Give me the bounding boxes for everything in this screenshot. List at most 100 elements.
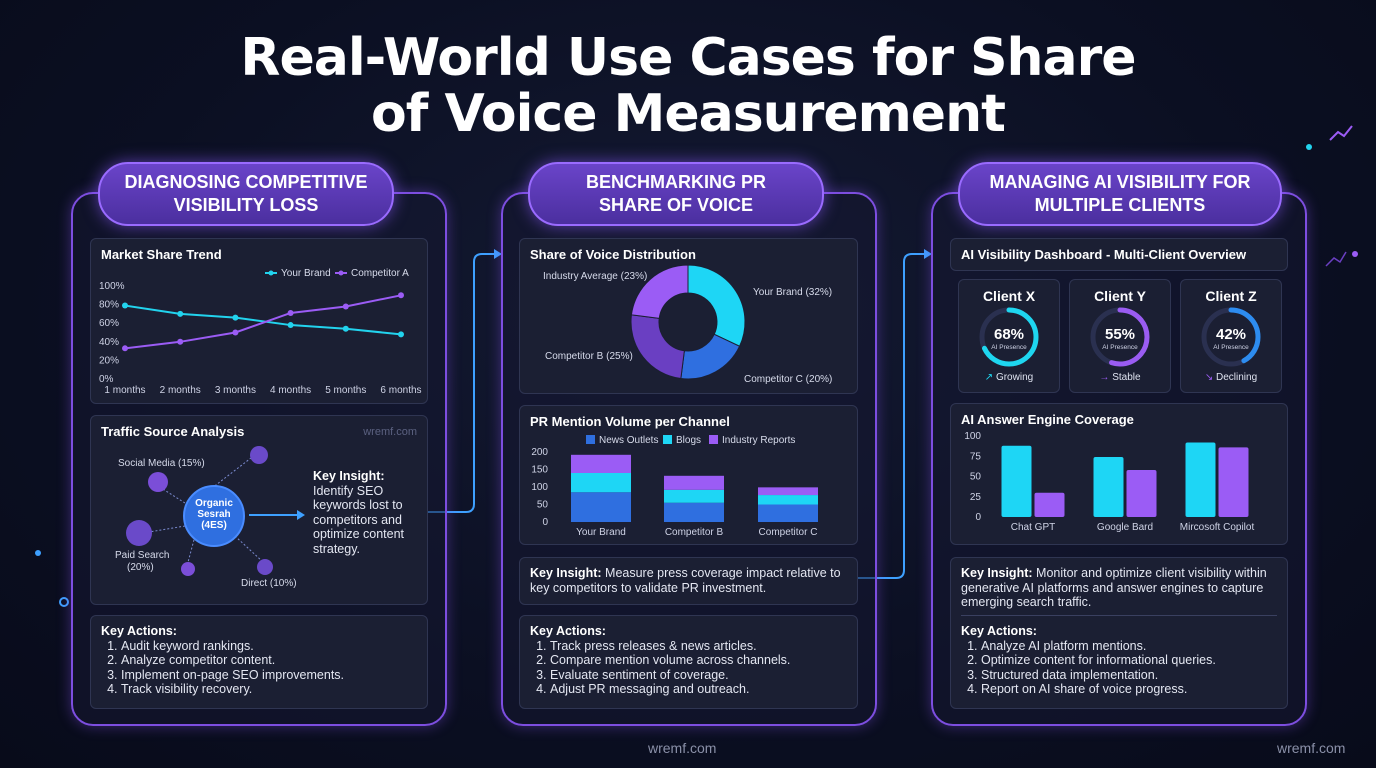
bar-segment	[571, 473, 631, 493]
sov-donut-chart: Industry Average (23%) Your Brand (32%) …	[543, 264, 832, 385]
header-managing-ai: MANAGING AI VISIBILITY FOR MULTIPLE CLIE…	[958, 162, 1282, 226]
bar-segment	[664, 502, 724, 522]
decor-dot-left	[35, 550, 41, 556]
client-y-gauge: 55% AI Presence	[1090, 307, 1150, 367]
node-direct	[257, 559, 273, 575]
action-item: Report on AI share of voice progress.	[981, 682, 1216, 697]
paid-search-label-1: Paid Search	[115, 550, 169, 561]
action-item: Compare mention volume across channels.	[550, 653, 790, 668]
x-tick-label: 3 months	[215, 385, 256, 396]
traffic-insight: Key Insight: Identify SEO keywords lost …	[313, 469, 421, 556]
donut-slices	[630, 264, 746, 380]
client-x-gauge-arc	[979, 307, 1039, 367]
traffic-insight-text: Identify SEO keywords lost to competitor…	[313, 483, 405, 556]
traffic-panel: Traffic Source Analysis wremf.com Organi…	[90, 415, 428, 605]
data-point	[122, 302, 128, 309]
action-item: Analyze competitor content.	[121, 653, 344, 668]
bar-segment	[664, 489, 724, 503]
title-line-1: Real-World Use Cases for Share	[240, 28, 1136, 88]
header-diagnosing: DIAGNOSING COMPETITIVE VISIBILITY LOSS	[98, 162, 394, 226]
bar-segment	[758, 487, 818, 496]
bar	[1093, 457, 1124, 517]
client-y-name: Client Y	[1094, 288, 1146, 304]
legend-news-outlets: News Outlets	[599, 435, 658, 446]
pr-volume-panel: PR Mention Volume per Channel News Outle…	[519, 405, 858, 545]
data-point	[342, 303, 349, 310]
connector-1-to-2	[426, 253, 496, 513]
donut-slice	[630, 264, 689, 319]
pr-volume-y-ticks: 200 150 100 50 0	[531, 447, 548, 528]
legend-blogs: Blogs	[676, 435, 701, 446]
bar	[1126, 470, 1157, 517]
client-z-percent: 42%	[1216, 326, 1246, 343]
coverage-y-ticks: 100 75 50 25 0	[964, 431, 981, 523]
connector-arrow-1	[494, 249, 502, 259]
decor-dot-left-2	[59, 597, 69, 607]
actions-panel-2: Key Actions: Track press releases & news…	[519, 615, 858, 709]
donut-label-industry-average: Industry Average (23%)	[543, 271, 647, 282]
client-card-z: Client Z 42% AI Presence ↘ Declining	[1180, 279, 1282, 393]
header-benchmarking: BENCHMARKING PR SHARE OF VOICE	[528, 162, 824, 226]
client-card-x: Client X 68% AI Presence ↗ Growing	[958, 279, 1060, 393]
pr-volume-title: PR Mention Volume per Channel	[530, 414, 730, 429]
y-tick-label: 25	[970, 492, 982, 503]
header-managing-ai-line-2: MULTIPLE CLIENTS	[1034, 195, 1206, 215]
footer-watermark-center: wremf.com	[648, 740, 717, 756]
x-tick-label: Competitor B	[665, 527, 724, 538]
pr-volume-chart: News Outlets Blogs Industry Reports 200 1…	[531, 435, 818, 538]
header-benchmarking-line-1: BENCHMARKING PR	[586, 172, 766, 192]
node-small	[181, 562, 195, 576]
decor-chart-icon	[1329, 125, 1353, 141]
market-share-series	[122, 292, 404, 352]
client-x-percent: 68%	[994, 326, 1024, 343]
traffic-watermark: wremf.com	[363, 426, 417, 438]
action-item: Implement on-page SEO improvements.	[121, 668, 344, 683]
insight-divider	[961, 615, 1277, 616]
client-z-sublabel: AI Presence	[1213, 344, 1249, 351]
title-line-2: of Voice Measurement	[371, 84, 1006, 144]
market-share-title: Market Share Trend	[101, 247, 222, 262]
insight-3-text: Monitor and optimize client visibility w…	[961, 566, 1267, 609]
bar-segment	[758, 495, 818, 505]
donut-label-your-brand: Your Brand (32%)	[753, 287, 832, 298]
donut-label-competitor-c: Competitor C (20%)	[744, 374, 832, 385]
pr-volume-bars: Your Brand Competitor B Competitor C	[571, 454, 818, 538]
client-x-gauge: 68% AI Presence	[979, 307, 1039, 367]
action-item: Optimize content for informational queri…	[981, 653, 1216, 668]
client-z-gauge: 42% AI Presence	[1201, 307, 1261, 367]
y-tick-label: 80%	[99, 300, 119, 311]
market-share-chart: Your Brand Competitor A 100% 80% 60% 40% 20%…	[99, 268, 422, 396]
y-tick-label: 75	[970, 451, 982, 462]
donut-slice	[687, 264, 746, 347]
series-line	[124, 294, 402, 350]
y-tick-label: 100%	[99, 281, 125, 292]
organic-label-1: Organic	[195, 498, 233, 509]
traffic-diagram: Organic Sesrah (4ES) Social Media (15%) …	[115, 446, 305, 589]
coverage-chart: 100 75 50 25 0 Chat GPT Google Bard Mircosoft …	[964, 431, 1254, 533]
insight-2-text: Measure press coverage impact relative t…	[530, 566, 841, 595]
connector-arrow-2	[924, 249, 932, 259]
bar-segment	[571, 492, 631, 522]
data-point	[398, 292, 404, 299]
actions-heading-2: Key Actions:	[530, 624, 606, 638]
x-tick-label: Google Bard	[1097, 522, 1153, 533]
client-z-trend: ↘ Declining	[1181, 372, 1281, 383]
y-tick-label: 60%	[99, 318, 119, 329]
bar	[1218, 447, 1249, 517]
y-tick-label: 0	[975, 512, 981, 523]
client-x-sublabel: AI Presence	[991, 344, 1027, 351]
y-tick-label: 40%	[99, 337, 119, 348]
client-y-sublabel: AI Presence	[1102, 344, 1138, 351]
client-x-trend: ↗ Growing	[959, 372, 1059, 383]
node-social-media	[148, 472, 168, 492]
action-item: Track press releases & news articles.	[550, 639, 790, 654]
y-tick-label: 50	[537, 500, 549, 511]
y-tick-label: 150	[531, 465, 548, 476]
x-tick-label: Competitor C	[759, 527, 818, 538]
paid-search-label-2: (20%)	[127, 562, 154, 573]
action-item: Structured data implementation.	[981, 668, 1216, 683]
client-card-y: Client Y 55% AI Presence → Stable	[1069, 279, 1171, 393]
trend-right-icon: →	[1099, 372, 1110, 383]
action-item: Track visibility recovery.	[121, 682, 344, 697]
